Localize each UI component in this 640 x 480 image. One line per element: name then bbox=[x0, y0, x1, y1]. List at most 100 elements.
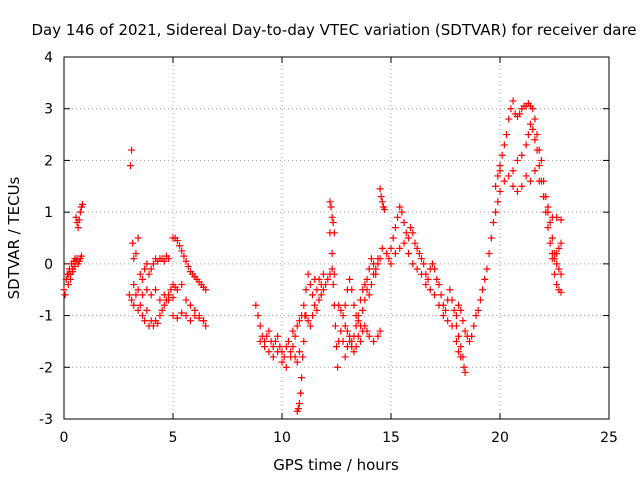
data-point-marker bbox=[295, 317, 303, 325]
data-point-marker bbox=[252, 301, 260, 309]
data-point-marker bbox=[134, 234, 142, 242]
data-point-marker bbox=[522, 172, 530, 180]
data-point-marker bbox=[533, 131, 541, 139]
data-point-marker bbox=[444, 317, 452, 325]
data-point-marker bbox=[459, 317, 467, 325]
data-point-marker bbox=[274, 332, 282, 340]
data-point-marker bbox=[391, 250, 399, 258]
data-point-marker bbox=[141, 317, 149, 325]
data-point-marker bbox=[505, 172, 513, 180]
data-point-marker bbox=[485, 250, 493, 258]
data-point-marker bbox=[350, 301, 358, 309]
data-point-marker bbox=[304, 270, 312, 278]
data-point-marker bbox=[306, 322, 314, 330]
series-seg-b bbox=[64, 200, 87, 283]
y-tick-label: 4 bbox=[44, 50, 53, 66]
data-point-marker bbox=[329, 218, 337, 226]
data-point-marker bbox=[337, 327, 345, 335]
data-point-marker bbox=[302, 312, 310, 320]
data-point-marker bbox=[431, 291, 439, 299]
data-point-marker bbox=[460, 363, 468, 371]
data-point-marker bbox=[182, 257, 190, 265]
data-point-marker bbox=[191, 312, 199, 320]
data-point-marker bbox=[265, 348, 273, 356]
data-point-marker bbox=[322, 281, 330, 289]
data-point-marker bbox=[426, 286, 434, 294]
plot-frame bbox=[63, 56, 610, 420]
data-point-marker bbox=[542, 208, 550, 216]
data-point-marker bbox=[317, 291, 325, 299]
data-point-marker bbox=[167, 286, 175, 294]
data-point-marker bbox=[64, 270, 72, 278]
data-point-marker bbox=[448, 322, 456, 330]
y-axis-label: SDTVAR / TECUs bbox=[5, 176, 23, 299]
series-seg-f bbox=[169, 234, 210, 294]
data-point-marker bbox=[457, 306, 465, 314]
data-point-marker bbox=[158, 306, 166, 314]
data-point-marker bbox=[256, 322, 264, 330]
data-point-marker bbox=[452, 312, 460, 320]
data-point-marker bbox=[169, 293, 177, 301]
series-seg-k bbox=[300, 265, 338, 330]
data-point-marker bbox=[269, 343, 277, 351]
data-point-marker bbox=[409, 260, 417, 268]
data-point-marker bbox=[535, 177, 543, 185]
data-point-marker bbox=[324, 275, 332, 283]
data-point-marker bbox=[356, 337, 364, 345]
data-point-marker bbox=[385, 255, 393, 263]
data-point-marker bbox=[418, 255, 426, 263]
data-point-marker bbox=[319, 286, 327, 294]
data-point-marker bbox=[483, 265, 491, 273]
data-point-marker bbox=[287, 353, 295, 361]
data-point-marker bbox=[518, 151, 526, 159]
data-point-marker bbox=[136, 270, 144, 278]
data-point-marker bbox=[299, 353, 307, 361]
data-point-marker bbox=[435, 301, 443, 309]
data-point-marker bbox=[551, 255, 558, 263]
data-point-marker bbox=[126, 162, 134, 170]
data-point-marker bbox=[327, 203, 335, 211]
data-point-marker bbox=[398, 208, 406, 216]
data-point-marker bbox=[138, 312, 146, 320]
data-point-marker bbox=[376, 185, 384, 193]
series-seg-r bbox=[452, 187, 504, 345]
data-point-marker bbox=[348, 286, 356, 294]
data-point-marker bbox=[169, 312, 177, 320]
data-point-marker bbox=[531, 115, 539, 123]
data-point-marker bbox=[343, 327, 351, 335]
data-point-marker bbox=[293, 322, 301, 330]
data-point-marker bbox=[76, 208, 84, 216]
data-point-marker bbox=[184, 262, 192, 270]
data-point-marker bbox=[348, 343, 356, 351]
data-point-marker bbox=[380, 206, 388, 214]
data-point-marker bbox=[378, 244, 386, 252]
data-point-marker bbox=[61, 291, 69, 299]
data-point-marker bbox=[313, 286, 321, 294]
series-seg-g bbox=[169, 309, 208, 325]
data-point-marker bbox=[156, 296, 164, 304]
data-point-marker bbox=[505, 115, 513, 123]
data-point-marker bbox=[492, 182, 500, 190]
data-point-marker bbox=[509, 97, 517, 105]
data-point-marker bbox=[256, 337, 264, 345]
data-point-marker bbox=[365, 291, 373, 299]
data-point-marker bbox=[546, 239, 554, 247]
data-point-marker bbox=[333, 343, 340, 351]
data-point-marker bbox=[516, 110, 524, 118]
x-axis-label: GPS time / hours bbox=[273, 456, 399, 474]
data-point-marker bbox=[356, 296, 364, 304]
data-point-marker bbox=[331, 322, 339, 330]
data-point-marker bbox=[178, 247, 186, 255]
data-point-marker bbox=[509, 182, 517, 190]
data-point-marker bbox=[481, 275, 489, 283]
data-point-marker bbox=[309, 291, 317, 299]
data-point-marker bbox=[363, 327, 371, 335]
data-point-marker bbox=[339, 337, 347, 345]
data-point-marker bbox=[154, 319, 162, 327]
data-point-marker bbox=[442, 306, 449, 314]
data-point-marker bbox=[165, 296, 173, 304]
data-point-marker bbox=[422, 281, 430, 289]
data-point-marker bbox=[365, 332, 373, 340]
data-point-marker bbox=[276, 343, 284, 351]
data-point-marker bbox=[489, 218, 497, 226]
